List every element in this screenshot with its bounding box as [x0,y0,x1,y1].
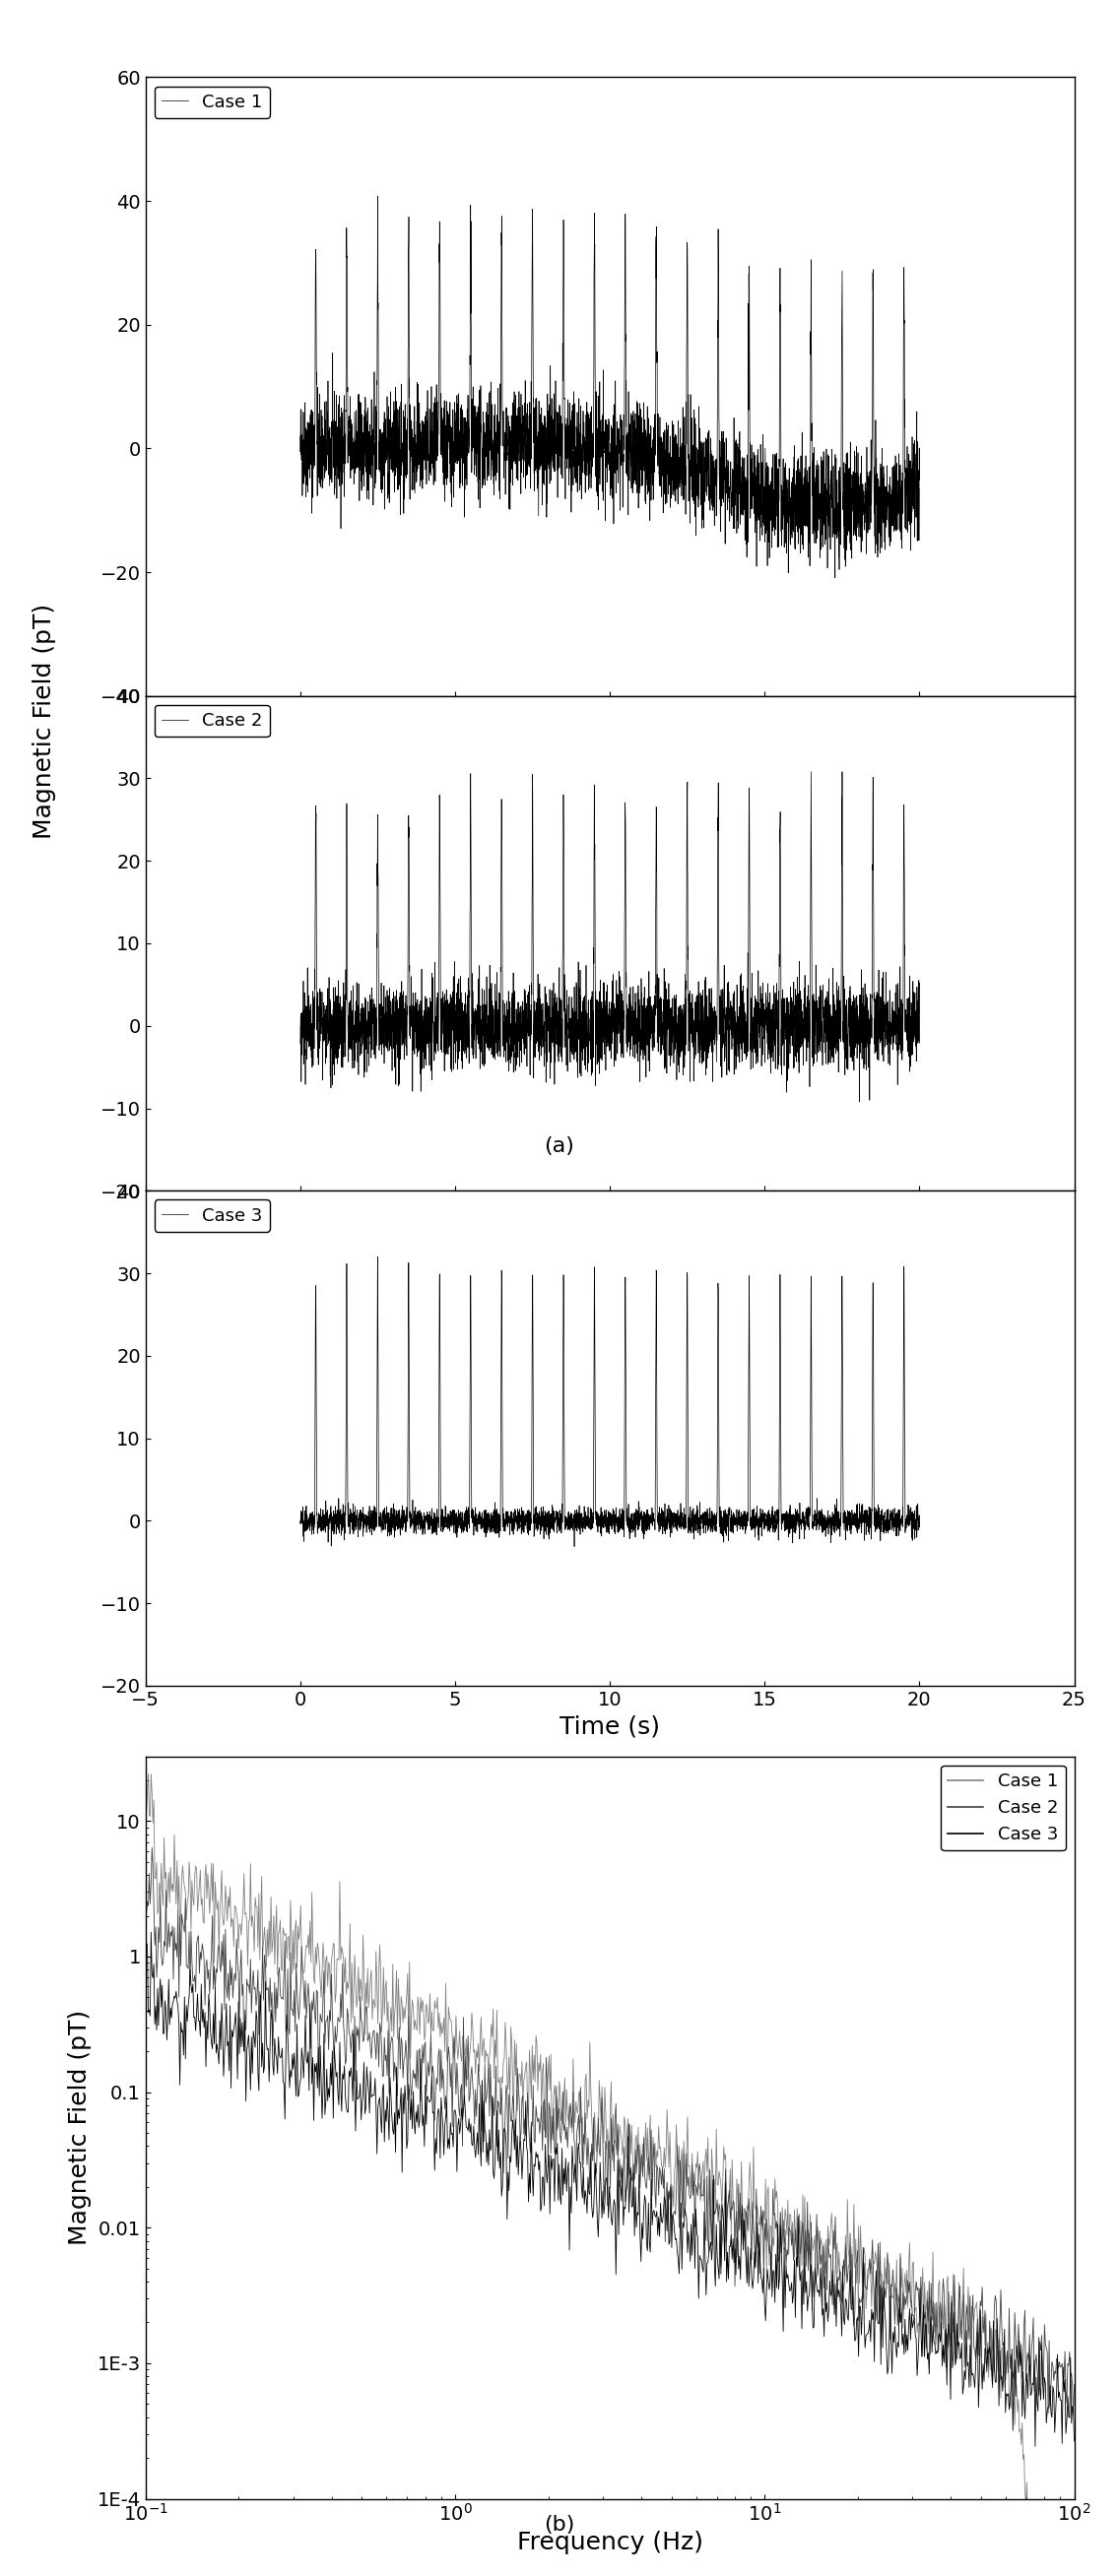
X-axis label: Time (s): Time (s) [560,1716,660,1739]
Text: Magnetic Field (pT): Magnetic Field (pT) [32,603,57,840]
Text: (b): (b) [544,2514,575,2535]
Text: (a): (a) [544,1136,575,1157]
Legend: Case 2: Case 2 [154,706,270,737]
Legend: Case 1, Case 2, Case 3: Case 1, Case 2, Case 3 [941,1765,1065,1850]
Legend: Case 1: Case 1 [154,85,270,118]
Y-axis label: Magnetic Field (pT): Magnetic Field (pT) [68,2009,92,2246]
X-axis label: Frequency (Hz): Frequency (Hz) [517,2530,703,2555]
Legend: Case 3: Case 3 [154,1200,270,1231]
